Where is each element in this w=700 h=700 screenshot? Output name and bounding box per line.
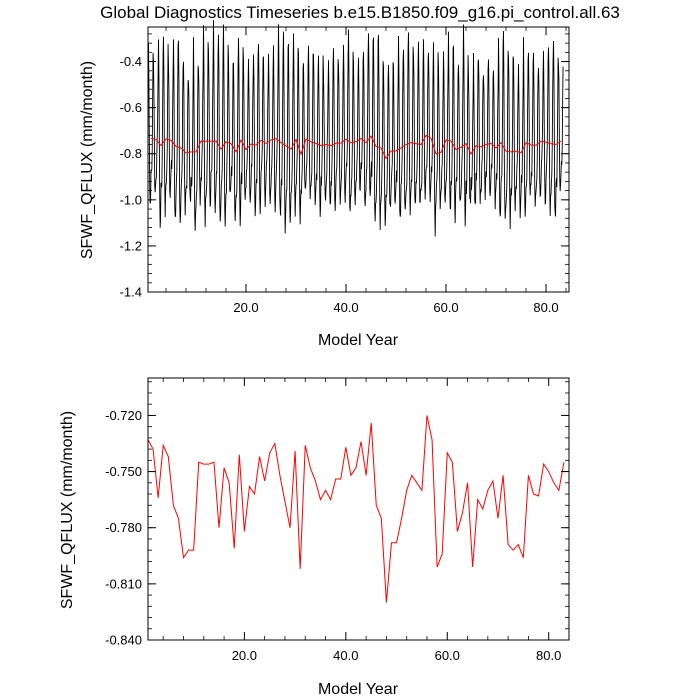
x-tick-label: 60.0 [433,300,458,315]
x-tick-label: 20.0 [233,300,258,315]
bottom-x-axis-label: Model Year [318,681,399,698]
top-plot-frame [147,26,570,293]
bottom-panel: 20.0 40.0 60.0 80.0 -0.840 -0.810 -0.780 -0.750… [59,377,570,698]
monthly-series-line [148,20,564,237]
top-y-axis-label: SFWF_QFLUX (mm/month) [79,61,96,259]
chart-title: Global Diagnostics Timeseries b.e15.B185… [100,3,620,22]
bottom-plot-frame [147,377,570,641]
x-tick-label: 20.0 [232,648,257,663]
y-tick-label: -1.2 [120,238,142,253]
y-tick-label: -0.8 [120,146,142,161]
x-tick-label: 80.0 [533,300,558,315]
x-tick-label: 40.0 [333,300,358,315]
y-tick-label: -0.780 [105,520,142,535]
top-panel: 20.0 40.0 60.0 80.0 -1.4 -1.2 -1.0 -0.8 -0.6 -0.4… [79,20,570,349]
y-tick-label: -0.750 [105,464,142,479]
annual-mean-line-bottom [147,415,565,603]
x-tick-label: 40.0 [333,648,358,663]
bottom-y-axis-label: SFWF_QFLUX (mm/month) [59,411,76,609]
top-x-axis-label: Model Year [318,332,399,349]
y-tick-label: -0.720 [105,408,142,423]
x-tick-label: 80.0 [536,648,561,663]
y-tick-label: -0.4 [120,54,142,69]
y-tick-label: -0.840 [105,633,142,648]
annual-mean-line-top [150,134,562,160]
y-tick-label: -1.0 [120,192,142,207]
y-tick-label: -0.810 [105,576,142,591]
y-tick-label: -0.6 [120,100,142,115]
y-tick-label: -1.4 [120,285,142,300]
x-tick-label: 60.0 [435,648,460,663]
